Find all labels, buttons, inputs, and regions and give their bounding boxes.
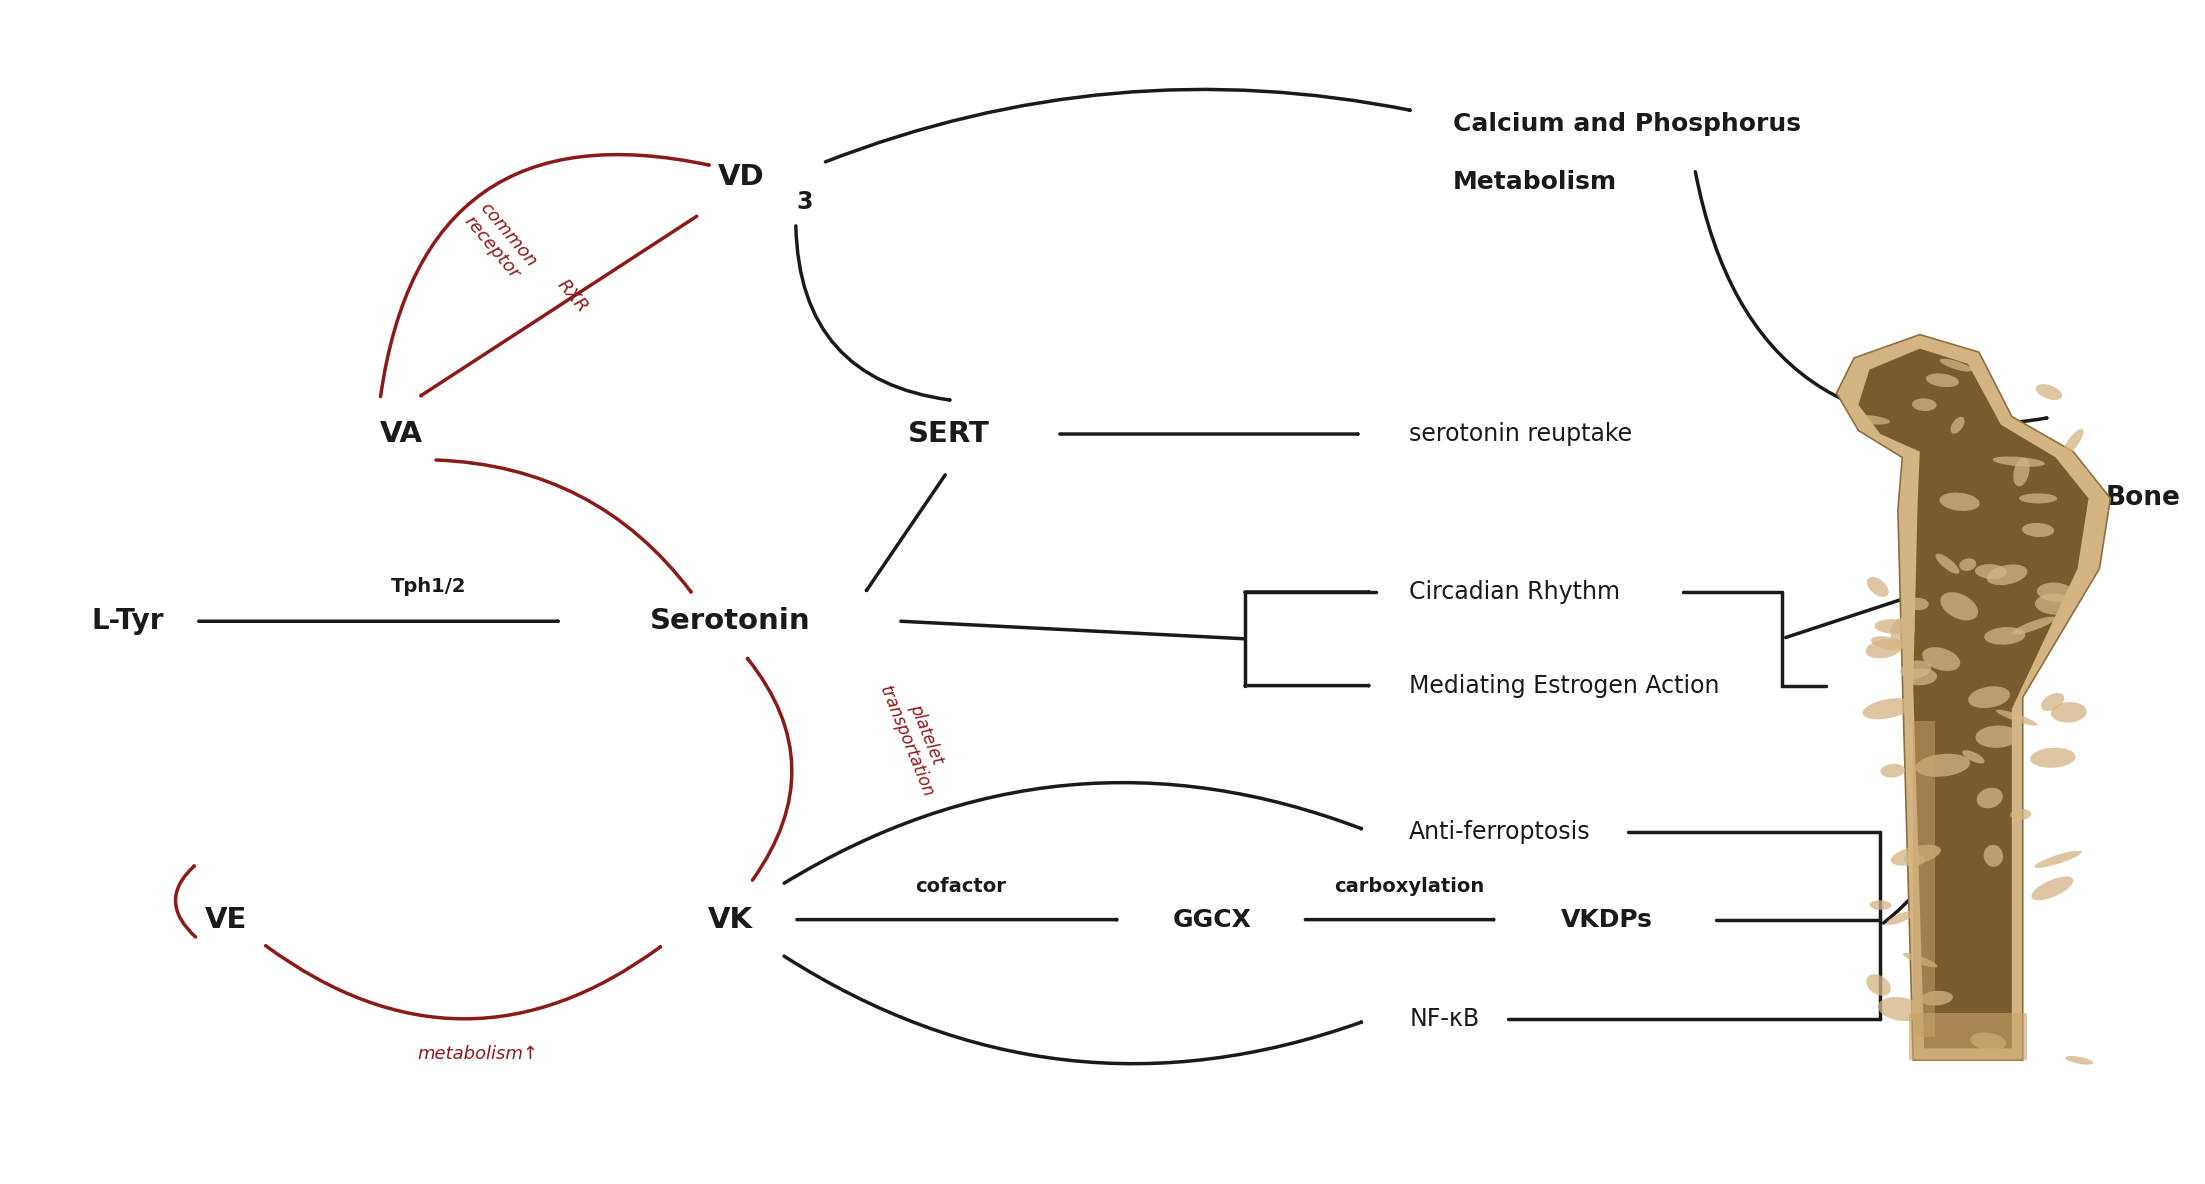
Ellipse shape	[1984, 845, 2002, 867]
Text: NF-κB: NF-κB	[1409, 1008, 1480, 1031]
Ellipse shape	[1940, 493, 1980, 511]
Ellipse shape	[2035, 384, 2062, 400]
Text: VKDPs: VKDPs	[1561, 908, 1652, 932]
Ellipse shape	[1987, 565, 2026, 585]
Ellipse shape	[1923, 648, 1960, 671]
Text: carboxylation: carboxylation	[1334, 877, 1484, 896]
Ellipse shape	[1976, 726, 2020, 748]
Ellipse shape	[1951, 417, 1965, 433]
Ellipse shape	[1996, 709, 2037, 726]
Ellipse shape	[1984, 628, 2026, 645]
Ellipse shape	[1903, 668, 1936, 686]
Text: Tph1/2: Tph1/2	[390, 577, 467, 596]
Ellipse shape	[1879, 997, 1923, 1021]
Ellipse shape	[1863, 699, 1912, 720]
Text: L-Tyr: L-Tyr	[90, 607, 163, 636]
Ellipse shape	[1936, 554, 1960, 574]
Ellipse shape	[2062, 429, 2084, 456]
Ellipse shape	[2042, 693, 2064, 710]
Text: VE: VE	[205, 906, 247, 934]
Ellipse shape	[1901, 661, 1932, 678]
Ellipse shape	[1903, 854, 1925, 866]
Ellipse shape	[1890, 844, 1940, 866]
Text: VD: VD	[717, 162, 765, 191]
Ellipse shape	[1960, 559, 1976, 571]
Ellipse shape	[1907, 598, 1929, 610]
Ellipse shape	[1865, 639, 1903, 658]
Text: Bone: Bone	[2106, 485, 2181, 511]
Text: Serotonin: Serotonin	[650, 607, 809, 636]
Text: Mediating Estrogen Action: Mediating Estrogen Action	[1409, 674, 1720, 697]
Ellipse shape	[1993, 457, 2044, 466]
Text: platelet
transportation: platelet transportation	[875, 676, 957, 800]
Ellipse shape	[1912, 398, 1936, 411]
Ellipse shape	[1865, 974, 1890, 996]
Text: RXR: RXR	[553, 276, 591, 316]
Ellipse shape	[2011, 809, 2031, 819]
Ellipse shape	[1852, 416, 1890, 425]
Polygon shape	[1914, 721, 1936, 1037]
Ellipse shape	[2035, 851, 2082, 868]
Ellipse shape	[1903, 953, 1938, 967]
Text: serotonin reuptake: serotonin reuptake	[1409, 422, 1632, 446]
Ellipse shape	[2031, 748, 2075, 768]
Ellipse shape	[1976, 787, 2002, 809]
Text: Metabolism: Metabolism	[1453, 170, 1616, 194]
Ellipse shape	[2066, 1056, 2093, 1064]
Polygon shape	[1859, 348, 2088, 1048]
Ellipse shape	[1868, 577, 1890, 597]
Text: VK: VK	[708, 906, 752, 934]
Ellipse shape	[2022, 523, 2055, 538]
Ellipse shape	[2013, 458, 2029, 487]
Ellipse shape	[1916, 754, 1969, 777]
Ellipse shape	[1921, 991, 1954, 1005]
Text: metabolism↑: metabolism↑	[417, 1045, 538, 1063]
Ellipse shape	[1881, 764, 1905, 778]
Ellipse shape	[2031, 876, 2073, 900]
Ellipse shape	[1872, 636, 1905, 650]
Text: VA: VA	[379, 420, 423, 448]
Text: Calcium and Phosphorus: Calcium and Phosphorus	[1453, 112, 1801, 136]
Text: GGCX: GGCX	[1173, 908, 1252, 932]
Ellipse shape	[1969, 687, 2011, 708]
Text: Circadian Rhythm: Circadian Rhythm	[1409, 580, 1621, 604]
Polygon shape	[1837, 335, 2110, 1060]
Ellipse shape	[1976, 564, 2007, 579]
Ellipse shape	[1940, 592, 1978, 620]
Ellipse shape	[2020, 494, 2057, 503]
Ellipse shape	[2035, 593, 2075, 614]
Ellipse shape	[1940, 359, 1973, 372]
Text: Anti-ferroptosis: Anti-ferroptosis	[1409, 819, 1590, 844]
Ellipse shape	[2013, 617, 2055, 635]
Text: 3: 3	[796, 191, 814, 214]
Ellipse shape	[1925, 373, 1958, 387]
Ellipse shape	[1890, 617, 1916, 644]
Text: common
receptor: common receptor	[461, 199, 540, 283]
Ellipse shape	[2037, 583, 2073, 601]
Ellipse shape	[2051, 702, 2086, 722]
Ellipse shape	[1870, 900, 1892, 910]
Ellipse shape	[1887, 910, 1916, 925]
Ellipse shape	[1971, 1032, 2007, 1050]
Polygon shape	[1910, 1014, 2026, 1060]
Text: SERT: SERT	[908, 420, 990, 448]
Ellipse shape	[1962, 751, 1984, 764]
Ellipse shape	[1874, 619, 1910, 633]
Text: cofactor: cofactor	[915, 877, 1005, 896]
